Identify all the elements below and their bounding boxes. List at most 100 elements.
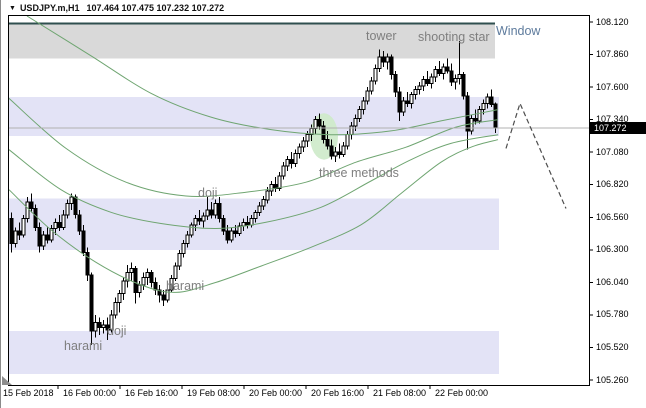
bull-candle — [113, 301, 118, 316]
bull-candle — [365, 90, 370, 102]
bear-candle — [337, 151, 342, 156]
y-axis-label: 106.300 — [596, 244, 629, 255]
bear-candle — [425, 79, 430, 84]
bull-candle — [453, 77, 458, 83]
bull-candle — [249, 218, 254, 226]
bear-candle — [37, 226, 42, 247]
bull-candle — [373, 67, 378, 82]
bear-candle — [397, 91, 402, 113]
annotation-three-methods: three methods — [319, 166, 399, 180]
bear-candle — [209, 209, 214, 216]
bull-candle — [305, 134, 310, 142]
bear-candle — [81, 230, 86, 253]
bear-candle — [465, 95, 470, 132]
bear-candle — [393, 74, 398, 93]
bear-candle — [473, 117, 478, 122]
bear-candle — [381, 56, 386, 63]
bull-candle — [441, 66, 446, 74]
bull-candle — [141, 276, 146, 286]
bull-candle — [297, 146, 302, 154]
moving-average-ma-2 — [8, 98, 499, 197]
bull-candle — [293, 152, 298, 164]
plot-border — [8, 15, 590, 386]
bear-candle — [389, 56, 394, 75]
bull-candle — [433, 69, 438, 78]
bull-candle — [229, 230, 234, 241]
bull-candle — [145, 271, 150, 278]
annotation-shooting-star: shooting star — [418, 30, 490, 44]
x-axis-label: 16 Feb 00:00 — [63, 388, 117, 398]
bull-candle — [61, 214, 66, 228]
x-axis-label: 21 Feb 08:00 — [373, 388, 427, 398]
bear-candle — [105, 324, 110, 331]
bull-candle — [349, 125, 354, 136]
bear-candle — [461, 74, 466, 97]
bear-candle — [405, 100, 410, 104]
bear-candle — [161, 294, 166, 301]
bull-candle — [261, 199, 266, 207]
bear-candle — [245, 221, 250, 226]
bull-candle — [41, 234, 46, 247]
bull-candle — [205, 209, 210, 217]
bull-candle — [129, 268, 134, 273]
y-axis-label: 106.560 — [596, 211, 629, 222]
bear-candle — [85, 251, 90, 276]
annotation-tower: tower — [366, 29, 397, 43]
forecast-zigzag-line — [505, 101, 567, 209]
bull-candle — [185, 234, 190, 245]
bear-candle — [73, 196, 78, 216]
annotation-harami: harami — [166, 279, 205, 293]
annotation-doji: doji — [198, 186, 218, 200]
bear-candle — [317, 119, 322, 127]
annotation-harami: harami — [64, 339, 103, 353]
bear-candle — [221, 218, 226, 232]
bull-candle — [109, 314, 114, 331]
bull-candle — [369, 80, 374, 92]
bull-candle — [121, 280, 126, 295]
symbol-dropdown-icon[interactable]: ▼ — [9, 4, 16, 12]
bull-candle — [265, 190, 270, 201]
bull-candle — [469, 117, 474, 132]
bear-candle — [97, 321, 102, 328]
bear-candle — [489, 96, 494, 106]
y-axis-label: 107.600 — [596, 81, 629, 92]
y-axis-label: 108.120 — [596, 16, 629, 27]
bear-candle — [89, 274, 94, 332]
bear-candle — [493, 103, 498, 129]
bear-candle — [45, 234, 50, 241]
bear-candle — [445, 66, 450, 72]
bull-candle — [277, 175, 282, 189]
bull-candle — [313, 119, 318, 129]
bull-candle — [417, 85, 422, 91]
bull-candle — [213, 203, 218, 216]
bear-candle — [77, 214, 82, 232]
bear-candle — [157, 289, 162, 296]
bear-candle — [17, 230, 22, 236]
y-axis-label: 107.080 — [596, 146, 629, 157]
bull-candle — [421, 79, 426, 87]
chart-title-bar: ▼ USDJPY.m,H1 107.464 107.475 107.232 10… — [9, 1, 224, 15]
bull-candle — [257, 205, 262, 213]
bull-candle — [341, 145, 346, 156]
moving-average-ma-3 — [8, 134, 499, 230]
bull-candle — [137, 284, 142, 293]
history-corner-triangle[interactable] — [2, 376, 12, 385]
bear-candle — [289, 159, 294, 164]
bull-candle — [189, 224, 194, 236]
bear-candle — [449, 70, 454, 83]
annotation-window: Window — [496, 24, 541, 38]
bull-candle — [193, 218, 198, 226]
bull-candle — [413, 89, 418, 96]
x-axis-label: 22 Feb 00:00 — [435, 388, 489, 398]
bull-candle — [481, 102, 486, 111]
bull-candle — [333, 151, 338, 157]
bear-candle — [329, 145, 334, 157]
bull-candle — [269, 184, 274, 192]
bull-candle — [385, 56, 390, 63]
bull-candle — [485, 96, 490, 104]
bull-candle — [409, 94, 414, 104]
support-zone — [9, 331, 499, 374]
bull-candle — [53, 221, 58, 230]
